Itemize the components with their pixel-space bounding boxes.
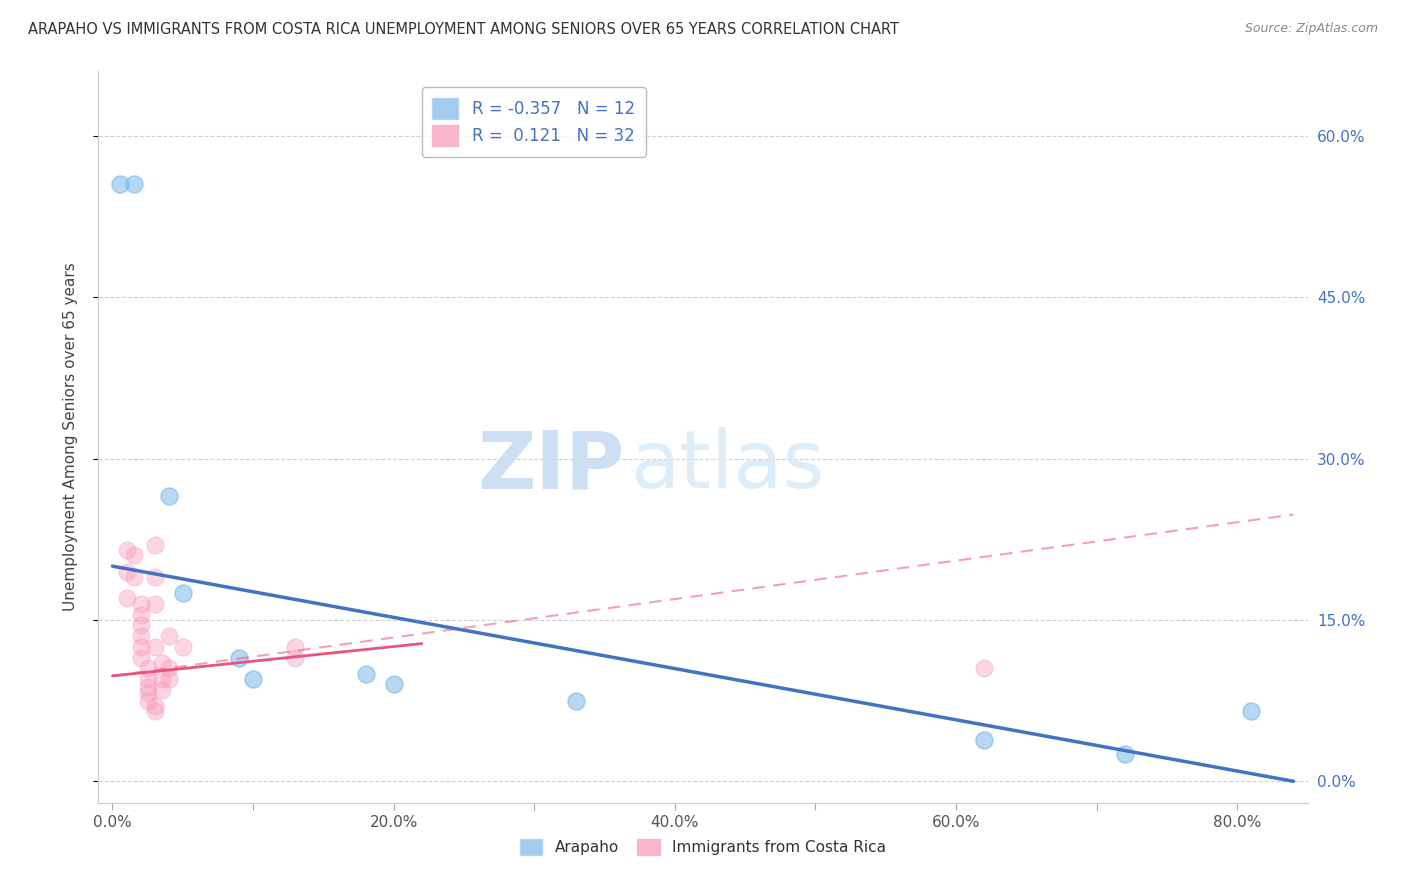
Text: Source: ZipAtlas.com: Source: ZipAtlas.com (1244, 22, 1378, 36)
Point (382, 677, 405, 691)
Point (172, 586, 194, 600)
Point (157, 672, 180, 686)
Point (143, 705, 166, 719)
Point (284, 640, 307, 654)
Point (115, 591, 138, 606)
Point (108, 178, 131, 192)
Point (136, 693, 159, 707)
Point (143, 597, 166, 611)
Point (150, 656, 173, 670)
Point (354, 666, 377, 681)
Point (157, 489, 180, 503)
Point (129, 607, 152, 622)
Legend: Arapaho, Immigrants from Costa Rica: Arapaho, Immigrants from Costa Rica (513, 833, 893, 861)
Text: ZIP: ZIP (477, 427, 624, 506)
Point (143, 570, 166, 584)
Text: atlas: atlas (630, 427, 825, 506)
Point (122, 549, 145, 563)
Point (1114, 747, 1136, 762)
Point (973, 733, 995, 747)
Point (150, 672, 173, 686)
Point (565, 693, 588, 707)
Point (973, 661, 995, 675)
Point (136, 672, 159, 686)
Point (122, 178, 145, 192)
Point (129, 629, 152, 643)
Point (143, 698, 166, 713)
Point (242, 672, 264, 686)
Point (284, 650, 307, 665)
Point (129, 597, 152, 611)
Point (129, 640, 152, 654)
Point (115, 543, 138, 558)
Point (157, 629, 180, 643)
Point (115, 565, 138, 579)
Y-axis label: Unemployment Among Seniors over 65 years: Unemployment Among Seniors over 65 years (63, 263, 77, 611)
Point (129, 618, 152, 632)
Text: ARAPAHO VS IMMIGRANTS FROM COSTA RICA UNEMPLOYMENT AMONG SENIORS OVER 65 YEARS C: ARAPAHO VS IMMIGRANTS FROM COSTA RICA UN… (28, 22, 898, 37)
Point (136, 661, 159, 675)
Point (228, 650, 250, 665)
Point (157, 661, 180, 675)
Point (143, 538, 166, 552)
Point (143, 640, 166, 654)
Point (122, 570, 145, 584)
Point (136, 680, 159, 694)
Point (136, 686, 159, 700)
Point (172, 640, 194, 654)
Point (129, 650, 152, 665)
Point (1240, 705, 1263, 719)
Point (150, 682, 173, 697)
